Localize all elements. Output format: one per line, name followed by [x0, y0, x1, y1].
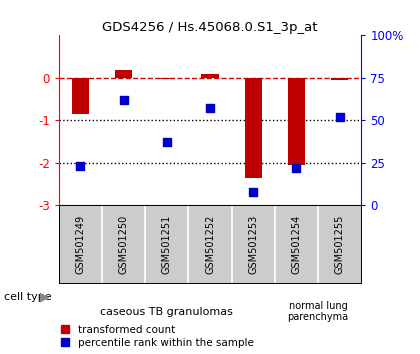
Bar [288, 78, 305, 165]
Point [207, 105, 213, 111]
Text: GSM501251: GSM501251 [162, 215, 172, 274]
Text: GSM501253: GSM501253 [248, 215, 258, 274]
Bar [158, 78, 176, 79]
Text: cell type: cell type [4, 292, 52, 302]
Text: caseous TB granulomas: caseous TB granulomas [100, 307, 233, 316]
Bar [115, 70, 132, 78]
Text: GSM501255: GSM501255 [335, 215, 344, 274]
Bar [72, 78, 89, 114]
Text: GSM501252: GSM501252 [205, 215, 215, 274]
Point [293, 165, 300, 171]
Bar [244, 78, 262, 178]
Title: GDS4256 / Hs.45068.0.S1_3p_at: GDS4256 / Hs.45068.0.S1_3p_at [102, 21, 318, 34]
Text: ▶: ▶ [40, 291, 50, 304]
Point [120, 97, 127, 103]
Bar [331, 78, 348, 80]
Text: normal lung
parenchyma: normal lung parenchyma [287, 301, 349, 322]
Text: GSM501249: GSM501249 [76, 215, 85, 274]
Point [250, 189, 257, 195]
Legend: transformed count, percentile rank within the sample: transformed count, percentile rank withi… [60, 324, 255, 349]
Text: GSM501254: GSM501254 [291, 215, 302, 274]
Bar [201, 74, 219, 78]
Text: GSM501250: GSM501250 [118, 215, 129, 274]
Point [77, 164, 84, 169]
Point [163, 139, 170, 145]
Point [336, 114, 343, 120]
